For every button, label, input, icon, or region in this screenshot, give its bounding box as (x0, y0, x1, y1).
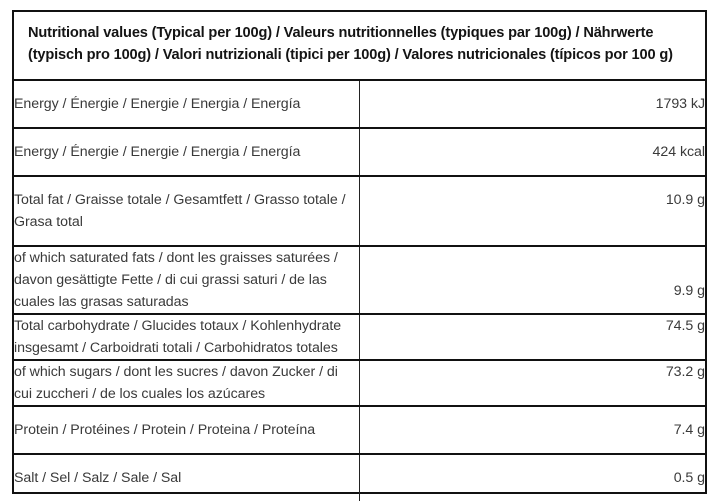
nutrient-value: 9.9 g (673, 282, 705, 299)
nutrient-label: of which saturated fats / dont les grais… (14, 249, 338, 310)
table-row: Total fat / Graisse totale / Gesamtfett … (14, 174, 705, 246)
table-row: of which sugars / dont les sucres / davo… (14, 358, 705, 406)
nutrient-label-cell: Salt / Sel / Salz / Sale / Sal (14, 452, 360, 501)
nutrient-label-cell: Energy / Énergie / Energie / Energia / E… (14, 126, 360, 176)
table-row: Protein / Protéines / Protein / Proteina… (14, 404, 705, 454)
table-row: of which saturated fats / dont les grais… (14, 244, 705, 314)
nutrition-header-cell: Nutritional values (Typical per 100g) / … (14, 12, 705, 80)
nutrient-value-cell: 0.5 g (359, 452, 705, 501)
nutrition-header-row: Nutritional values (Typical per 100g) / … (14, 12, 705, 80)
nutrient-label: Total fat / Graisse totale / Gesamtfett … (14, 191, 346, 230)
nutrient-label: Total carbohydrate / Glucides totaux / K… (14, 317, 342, 356)
nutrient-value: 1793 kJ (655, 95, 705, 112)
nutrient-value: 0.5 g (673, 469, 705, 486)
nutrient-value-cell: 424 kcal (359, 126, 706, 176)
nutrient-value-cell: 9.9 g (359, 244, 705, 314)
nutrient-label-cell: Total fat / Graisse totale / Gesamtfett … (14, 174, 360, 246)
nutrient-value-cell: 10.9 g (359, 174, 705, 246)
nutrient-value: 73.2 g (665, 363, 705, 380)
table-row: Energy / Énergie / Energie / Energia / E… (14, 78, 705, 128)
nutrient-value: 74.5 g (665, 317, 705, 334)
nutrient-label-cell: of which sugars / dont les sucres / davo… (14, 358, 360, 406)
nutrient-label-cell: Total carbohydrate / Glucides totaux / K… (14, 312, 360, 360)
nutrient-value: 424 kcal (652, 143, 706, 160)
nutrient-value-cell: 73.2 g (359, 358, 705, 406)
table-row: Energy / Énergie / Energie / Energia / E… (14, 126, 706, 176)
nutrient-label: Salt / Sel / Salz / Sale / Sal (14, 469, 182, 486)
nutrient-value: 7.4 g (673, 421, 705, 438)
nutrient-label: Energy / Énergie / Energie / Energia / E… (14, 143, 301, 160)
nutrition-panel: Nutritional values (Typical per 100g) / … (12, 10, 707, 501)
nutrient-label-cell: Protein / Protéines / Protein / Proteina… (14, 404, 360, 454)
nutrient-value-cell: 74.5 g (359, 312, 705, 360)
nutrient-label: Protein / Protéines / Protein / Proteina… (14, 421, 316, 438)
nutrient-label: Energy / Énergie / Energie / Energia / E… (14, 95, 301, 112)
nutrition-table-body: Nutritional values (Typical per 100g) / … (14, 12, 705, 501)
nutrient-label: of which sugars / dont les sucres / davo… (14, 363, 338, 402)
nutrition-table: Nutritional values (Typical per 100g) / … (14, 12, 705, 501)
table-row: Total carbohydrate / Glucides totaux / K… (14, 312, 705, 360)
table-row: Salt / Sel / Salz / Sale / Sal 0.5 g (14, 452, 705, 501)
nutrient-label-cell: of which saturated fats / dont les grais… (14, 244, 360, 314)
nutrient-value-cell: 7.4 g (359, 404, 705, 454)
nutrient-value: 10.9 g (665, 191, 705, 208)
nutrient-label-cell: Energy / Énergie / Energie / Energia / E… (14, 78, 360, 128)
nutrition-header-text: Nutritional values (Typical per 100g) / … (28, 25, 673, 63)
nutrient-value-cell: 1793 kJ (359, 78, 705, 128)
